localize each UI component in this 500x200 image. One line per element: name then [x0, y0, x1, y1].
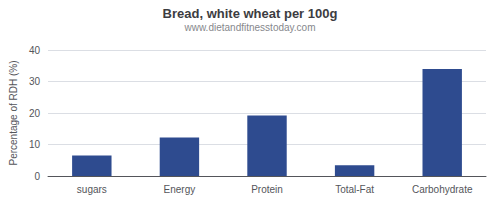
svg-text:Protein: Protein	[251, 184, 283, 195]
svg-text:40: 40	[29, 45, 41, 56]
svg-text:Percentage of RDH (%): Percentage of RDH (%)	[8, 60, 19, 165]
svg-text:20: 20	[29, 108, 41, 119]
svg-text:0: 0	[34, 171, 40, 182]
svg-text:30: 30	[29, 76, 41, 87]
svg-text:10: 10	[29, 139, 41, 150]
svg-text:www.dietandfitnesstoday.com: www.dietandfitnesstoday.com	[184, 22, 316, 33]
svg-text:sugars: sugars	[77, 184, 107, 195]
svg-text:Carbohydrate: Carbohydrate	[412, 184, 473, 195]
svg-text:Energy: Energy	[164, 184, 196, 195]
svg-text:Total-Fat: Total-Fat	[335, 184, 374, 195]
svg-text:Bread, white wheat per 100g: Bread, white wheat per 100g	[163, 6, 338, 21]
